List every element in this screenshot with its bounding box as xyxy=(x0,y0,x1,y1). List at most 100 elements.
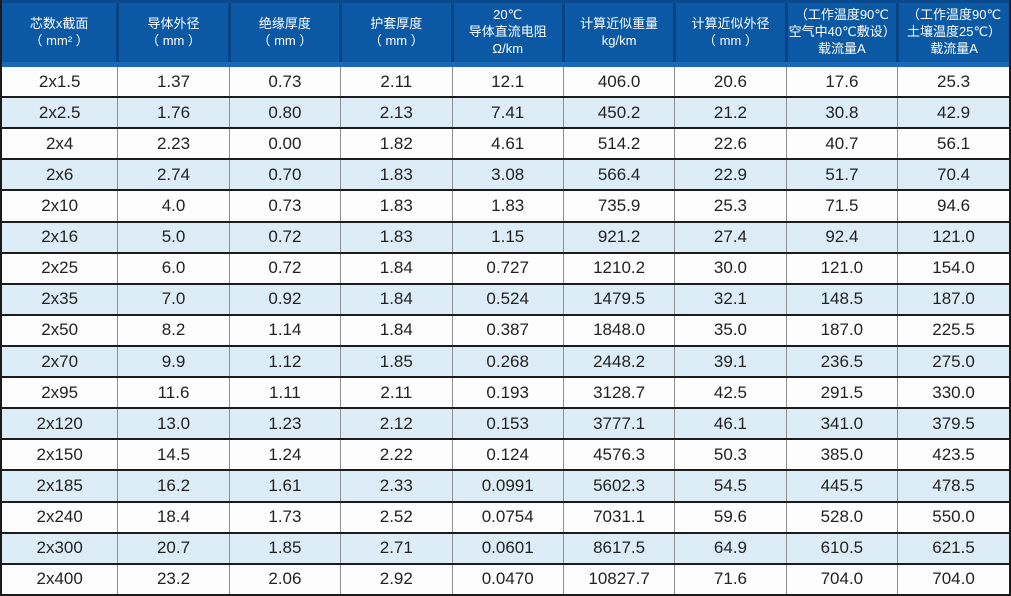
table-cell-sheath_thickness: 1.82 xyxy=(340,127,452,160)
table-row: 2x300 20.7 1.85 2.71 0.0601 8617.5 64.9 610.5 62… xyxy=(2,531,1009,564)
table-row: 2x70 9.9 1.12 1.85 0.268 2448.2 39.1 236.5 275.0 xyxy=(2,344,1009,378)
table-cell-approx_od: 35.0 xyxy=(674,313,787,346)
table-cell-conductor_od: 4.0 xyxy=(117,189,230,222)
table-cell-sheath_thickness: 2.11 xyxy=(340,376,452,409)
table-row: 2x120 13.0 1.23 2.12 0.153 3777.1 46.1 341.0 379… xyxy=(2,407,1009,440)
table-cell-ampacity_soil: 423.5 xyxy=(897,438,1009,471)
column-header-approx_weight: 计算近似重量 kg/km xyxy=(561,0,675,67)
table-cell-cores_x_section: 2x70 xyxy=(2,344,118,378)
table-cell-ampacity_air: 385.0 xyxy=(785,438,898,471)
table-row: 2x185 16.2 1.61 2.33 0.0991 5602.3 54.5 445.5 47… xyxy=(2,469,1009,502)
table-cell-conductor_od: 2.23 xyxy=(117,127,230,160)
table-cell-conductor_od: 11.6 xyxy=(117,376,230,409)
table-cell-cores_x_section: 2x95 xyxy=(2,376,118,409)
table-cell-ampacity_soil: 621.5 xyxy=(897,531,1009,564)
column-header-dc_resistance_20c: 20℃ 导体直流电阻 Ω/km xyxy=(450,0,564,67)
table-cell-conductor_od: 20.7 xyxy=(117,531,230,564)
table-cell-dc_resistance_20c: 0.124 xyxy=(451,438,564,471)
table-cell-sheath_thickness: 1.83 xyxy=(340,189,452,222)
column-header-approx_od: 计算近似外径（ mm ） xyxy=(673,0,787,67)
table-cell-approx_od: 54.5 xyxy=(674,469,787,502)
table-cell-ampacity_soil: 550.0 xyxy=(897,500,1009,533)
column-header-line: 导体直流电阻 xyxy=(468,24,547,40)
column-header-line: 计算近似重量 xyxy=(580,15,659,31)
table-cell-cores_x_section: 2x25 xyxy=(2,251,118,284)
column-header-line: Ω/km xyxy=(492,40,524,56)
table-cell-ampacity_soil: 704.0 xyxy=(897,562,1009,594)
table-cell-ampacity_soil: 275.0 xyxy=(897,344,1009,378)
table-cell-dc_resistance_20c: 0.0601 xyxy=(451,531,564,564)
table-cell-dc_resistance_20c: 0.193 xyxy=(451,376,564,409)
table-cell-dc_resistance_20c: 0.727 xyxy=(451,251,564,284)
column-header-line: （ mm ） xyxy=(368,32,424,48)
table-cell-insulation_thickness: 1.85 xyxy=(228,531,341,564)
column-header-ampacity_soil: （工作温度90℃ 土壤温度25℃） 载流量A xyxy=(896,0,1009,67)
table-cell-ampacity_air: 17.6 xyxy=(785,63,898,98)
table-row: 2x25 6.0 0.72 1.84 0.727 1210.2 30.0 121.0 154.0 xyxy=(2,251,1009,284)
table-cell-approx_od: 32.1 xyxy=(674,282,787,315)
table-row: 2x2.5 1.76 0.80 2.13 7.41 450.2 21.2 30.8 42.9 xyxy=(2,96,1009,129)
table-cell-dc_resistance_20c: 0.0991 xyxy=(451,469,564,502)
column-header-line: （ mm ） xyxy=(146,32,201,48)
table-cell-approx_weight: 7031.1 xyxy=(562,500,675,533)
table-cell-approx_od: 59.6 xyxy=(674,500,787,533)
column-header-line: 护套厚度 xyxy=(370,15,423,31)
table-cell-approx_weight: 566.4 xyxy=(562,158,675,191)
table-row: 2x10 4.0 0.73 1.83 1.83 735.9 25.3 71.5 94.6 xyxy=(2,189,1009,222)
table-cell-sheath_thickness: 1.83 xyxy=(340,158,452,191)
table-cell-conductor_od: 6.0 xyxy=(117,251,230,284)
table-cell-dc_resistance_20c: 0.0754 xyxy=(451,500,564,533)
table-cell-conductor_od: 2.74 xyxy=(117,158,230,191)
table-cell-sheath_thickness: 2.52 xyxy=(340,500,452,533)
table-cell-ampacity_soil: 94.6 xyxy=(897,189,1009,222)
column-header-line: 空气中40℃敷设） xyxy=(788,24,896,40)
table-cell-ampacity_air: 528.0 xyxy=(785,500,898,533)
table-cell-ampacity_air: 40.7 xyxy=(785,127,898,160)
table-cell-sheath_thickness: 1.84 xyxy=(340,313,452,346)
table-cell-approx_weight: 1210.2 xyxy=(562,251,675,284)
table-cell-sheath_thickness: 2.22 xyxy=(340,438,452,471)
table-cell-approx_weight: 3128.7 xyxy=(562,376,675,409)
table-cell-insulation_thickness: 0.00 xyxy=(228,127,341,160)
table-cell-insulation_thickness: 1.73 xyxy=(228,500,341,533)
table-cell-insulation_thickness: 2.06 xyxy=(228,562,341,594)
table-cell-insulation_thickness: 1.61 xyxy=(228,469,341,502)
table-cell-ampacity_soil: 225.5 xyxy=(897,313,1009,346)
column-header-line: kg/km xyxy=(601,32,637,48)
column-header-cores_x_section: 芯数x截面（ mm² ） xyxy=(2,0,118,67)
table-cell-sheath_thickness: 2.13 xyxy=(340,96,452,129)
column-header-ampacity_air: （工作温度90℃ 空气中40℃敷设） 载流量A xyxy=(784,0,898,67)
table-cell-dc_resistance_20c: 4.61 xyxy=(451,127,564,160)
table-cell-sheath_thickness: 1.84 xyxy=(340,282,452,315)
table-cell-dc_resistance_20c: 0.268 xyxy=(451,344,564,378)
column-header-line: 计算近似外径 xyxy=(691,15,770,31)
table-cell-ampacity_soil: 25.3 xyxy=(897,63,1009,98)
table-cell-ampacity_air: 121.0 xyxy=(785,251,898,284)
table-cell-conductor_od: 14.5 xyxy=(117,438,230,471)
table-cell-ampacity_air: 236.5 xyxy=(785,344,898,378)
table-cell-sheath_thickness: 1.85 xyxy=(340,344,452,378)
table-cell-ampacity_soil: 56.1 xyxy=(897,127,1009,160)
table-cell-ampacity_air: 148.5 xyxy=(785,282,898,315)
table-cell-cores_x_section: 2x35 xyxy=(2,282,118,315)
table-cell-conductor_od: 1.37 xyxy=(117,63,230,98)
table-cell-approx_od: 64.9 xyxy=(674,531,787,564)
table-cell-ampacity_soil: 42.9 xyxy=(897,96,1009,129)
table-cell-approx_od: 22.9 xyxy=(674,158,787,191)
table-cell-conductor_od: 8.2 xyxy=(117,313,230,346)
table-cell-cores_x_section: 2x10 xyxy=(2,189,118,222)
table-cell-cores_x_section: 2x2.5 xyxy=(2,96,118,129)
table-row: 2x6 2.74 0.70 1.83 3.08 566.4 22.9 51.7 70.4 xyxy=(2,158,1009,191)
table-cell-dc_resistance_20c: 12.1 xyxy=(451,63,564,98)
table-cell-approx_od: 46.1 xyxy=(674,407,787,440)
table-cell-cores_x_section: 2x50 xyxy=(2,313,118,346)
table-cell-ampacity_soil: 70.4 xyxy=(897,158,1009,191)
table-cell-approx_od: 20.6 xyxy=(674,63,787,98)
table-cell-insulation_thickness: 1.24 xyxy=(228,438,341,471)
table-cell-insulation_thickness: 1.14 xyxy=(228,313,341,346)
table-cell-approx_weight: 1848.0 xyxy=(562,313,675,346)
table-cell-sheath_thickness: 2.33 xyxy=(340,469,452,502)
table-cell-ampacity_soil: 187.0 xyxy=(897,282,1009,315)
table-cell-approx_weight: 10827.7 xyxy=(562,562,675,594)
